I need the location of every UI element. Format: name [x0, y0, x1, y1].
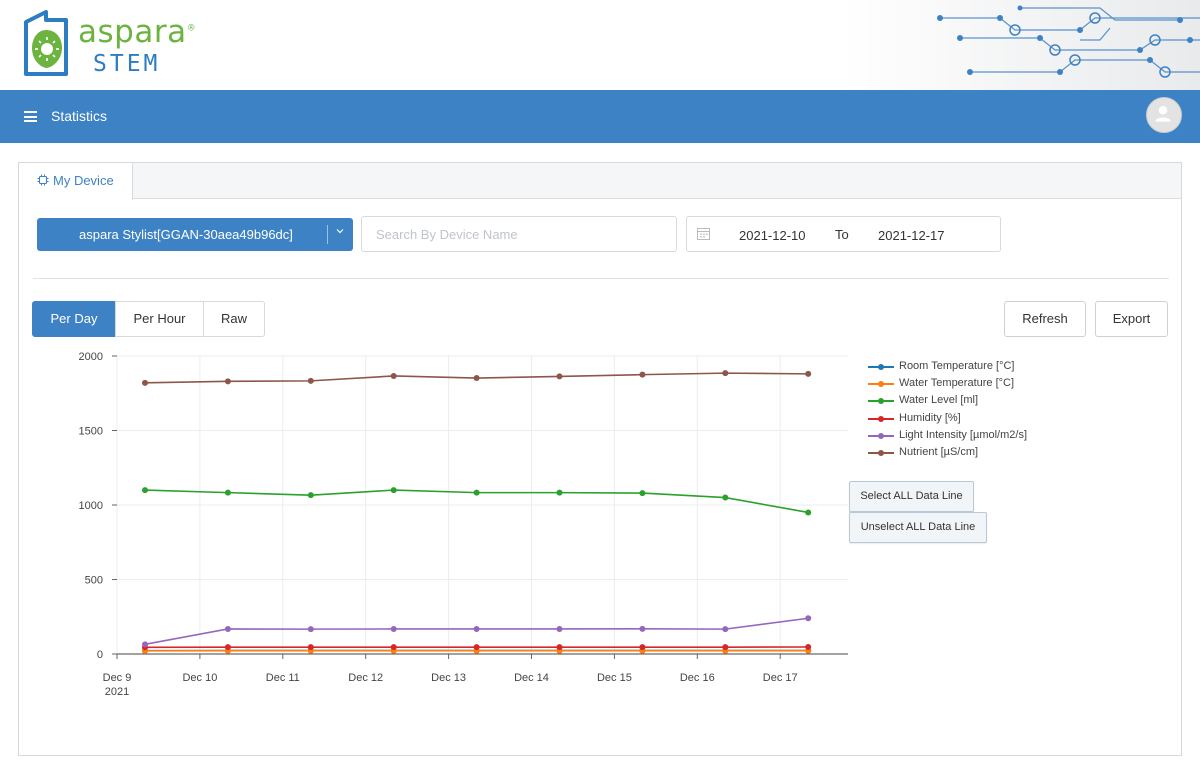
legend-label: Nutrient [µS/cm]	[899, 446, 979, 458]
top-navbar: Statistics	[0, 90, 1200, 143]
legend-marker	[878, 381, 884, 388]
legend-marker	[878, 364, 884, 370]
unselect-all-lines-button[interactable]: Unselect ALL Data Line	[849, 512, 987, 543]
statistics-panel: My Device aspara Stylist[GGAN-30aea49b96…	[18, 162, 1182, 756]
user-icon	[1155, 106, 1171, 122]
date-to[interactable]: 2021-12-17	[878, 228, 945, 243]
legend-label: Water Temperature [°C]	[899, 377, 1015, 390]
chevron-down-icon	[336, 229, 344, 234]
legend-label: Humidity [%]	[899, 411, 961, 424]
per-hour-button[interactable]: Per Hour	[115, 301, 204, 337]
legend-label: Light Intensity [µmol/m2/s]	[899, 428, 1027, 441]
app-header: aspara® STEM	[0, 0, 1200, 90]
device-search-input[interactable]	[361, 216, 677, 252]
tab-my-device[interactable]: My Device	[19, 163, 133, 200]
legend-marker	[878, 415, 884, 422]
hamburger-menu-icon[interactable]	[24, 111, 37, 122]
legend-marker	[878, 398, 884, 405]
aspara-logo-icon	[24, 10, 68, 76]
legend-marker	[878, 432, 884, 439]
user-avatar[interactable]	[1146, 97, 1182, 133]
tab-label: My Device	[53, 173, 114, 188]
page-title: Statistics	[51, 108, 108, 124]
select-all-lines-button[interactable]: Select ALL Data Line	[849, 481, 974, 512]
device-select-value: aspara Stylist[GGAN-30aea49b96dc]	[79, 227, 293, 242]
date-to-label: To	[835, 227, 849, 242]
legend-marker	[878, 450, 884, 456]
refresh-button[interactable]: Refresh	[1004, 301, 1086, 337]
date-from[interactable]: 2021-12-10	[739, 228, 806, 243]
brand-subtitle: STEM	[93, 51, 161, 77]
section-divider	[33, 278, 1169, 279]
export-button[interactable]: Export	[1095, 301, 1168, 337]
brand-name: aspara®	[78, 14, 197, 50]
circuit-decoration	[840, 0, 1200, 90]
raw-button[interactable]: Raw	[203, 301, 265, 337]
calendar-icon	[697, 228, 710, 240]
chip-icon	[37, 174, 49, 186]
date-range-picker[interactable]: 2021-12-10 To 2021-12-17	[686, 216, 1001, 252]
legend-label: Room Temperature [°C]	[899, 360, 1015, 372]
device-select[interactable]: aspara Stylist[GGAN-30aea49b96dc]	[37, 218, 353, 251]
tab-bar: My Device	[19, 163, 1181, 200]
select-separator	[327, 225, 328, 244]
per-day-button[interactable]: Per Day	[32, 301, 116, 337]
legend-label: Water Level [ml]	[899, 394, 979, 407]
